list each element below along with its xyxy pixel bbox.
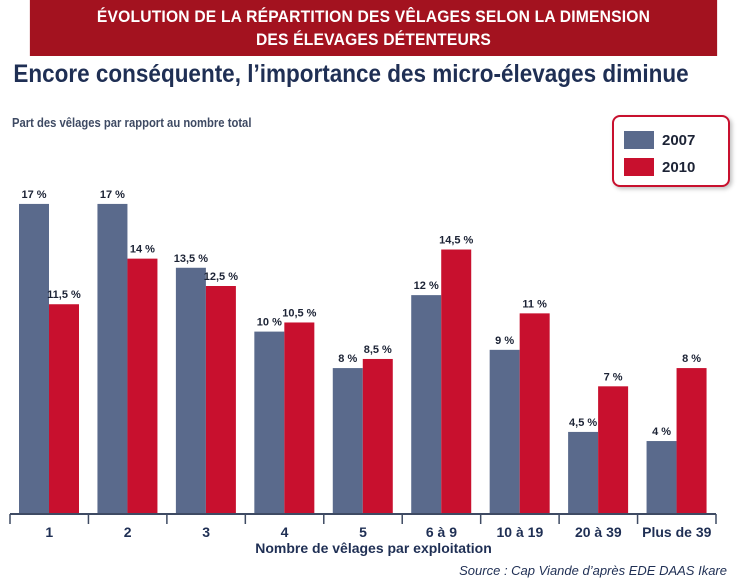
x-tick-label-2: 2 [124,524,132,540]
bar-2007-1 [19,203,49,515]
x-tick-label-5: 5 [359,524,367,540]
header-banner: ÉVOLUTION DE LA RÉPARTITION DES VÊLAGES … [29,0,718,56]
x-tick-label-8: 20 à 39 [575,524,622,540]
legend-label-2007: 2007 [662,131,696,149]
bar-2010-9 [676,368,707,514]
data-label-2010-4: 10,5 % [282,307,316,319]
data-label-2007-7: 9 % [495,335,514,347]
data-label-2007-8: 4,5 % [569,417,597,429]
data-label-2007-6: 12 % [414,280,439,292]
data-label-2010-7: 11 % [522,298,547,310]
x-tick-label-9: Plus de 39 [642,524,711,540]
data-label-2007-3: 13,5 % [174,253,208,265]
x-tick-label-6: 6 à 9 [426,524,457,540]
data-label-2010-6: 14,5 % [439,235,473,247]
bar-2007-7 [489,349,520,514]
bar-2010-6 [441,249,472,514]
legend-label-2010: 2010 [662,158,696,176]
source-note: Source : Cap Viande d’après EDE DAAS Ika… [459,563,727,578]
x-tick-label-3: 3 [202,524,210,540]
chart-title: Encore conséquente, l’importance des mic… [13,60,689,88]
data-label-2007-5: 8 % [338,353,357,365]
bar-2010-3 [205,286,236,514]
legend: 2007 2010 [612,115,730,187]
data-label-2007-4: 10 % [257,317,282,329]
legend-item-2010: 2010 [624,157,695,177]
x-tick-label-7: 10 à 19 [497,524,544,540]
legend-swatch-2010 [624,158,654,176]
data-label-2010-9: 8 % [682,353,701,365]
legend-swatch-2007 [624,131,654,149]
x-axis-title: Nombre de vêlages par exploitation [255,540,492,556]
bar-2010-2 [127,258,158,514]
header-line-1: ÉVOLUTION DE LA RÉPARTITION DES VÊLAGES … [96,7,651,26]
data-label-2010-8: 7 % [604,371,623,383]
bar-2007-3 [175,267,206,514]
y-axis-label: Part des vêlages par rapport au nombre t… [12,116,252,130]
data-label-2007-9: 4 % [652,426,671,438]
bar-2007-2 [97,203,128,515]
data-label-2007-2: 17 % [100,189,125,201]
bar-2010-1 [49,304,79,514]
bar-2007-8 [568,431,599,514]
bar-2007-9 [646,441,677,514]
bar-2007-6 [411,295,442,514]
data-label-2010-1: 11,5 % [47,289,81,301]
legend-item-2007: 2007 [624,130,695,150]
bar-2007-5 [332,368,363,514]
data-label-2007-1: 17 % [21,189,46,201]
data-label-2010-5: 8,5 % [364,344,392,356]
bar-2010-5 [362,358,393,514]
bar-2007-4 [254,331,285,514]
data-label-2010-3: 12,5 % [204,271,238,283]
bar-2010-8 [598,386,629,514]
bar-2010-7 [519,313,550,514]
x-tick-label-1: 1 [45,524,53,540]
x-tick-label-4: 4 [281,524,289,540]
bar-2010-4 [284,322,315,514]
header-line-2: DES ÉLEVAGES DÉTENTEURS [255,30,492,49]
data-label-2010-2: 14 % [130,244,155,256]
